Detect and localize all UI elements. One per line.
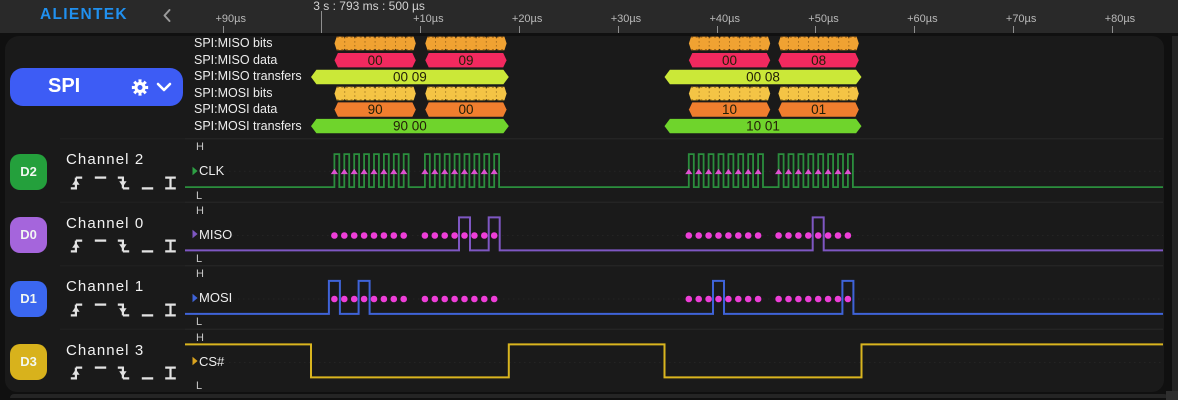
svg-text:00: 00 xyxy=(722,53,737,68)
svg-text:08: 08 xyxy=(811,53,826,68)
svg-text:90: 90 xyxy=(368,102,383,117)
svg-text:90 00: 90 00 xyxy=(393,119,427,134)
svg-text:00: 00 xyxy=(458,102,473,117)
svg-text:10 01: 10 01 xyxy=(746,119,780,134)
svg-text:01: 01 xyxy=(811,102,826,117)
svg-text:00: 00 xyxy=(368,53,383,68)
svg-text:00 08: 00 08 xyxy=(746,70,780,85)
svg-text:10: 10 xyxy=(722,102,737,117)
svg-text:00 09: 00 09 xyxy=(393,70,427,85)
svg-text:09: 09 xyxy=(458,53,473,68)
